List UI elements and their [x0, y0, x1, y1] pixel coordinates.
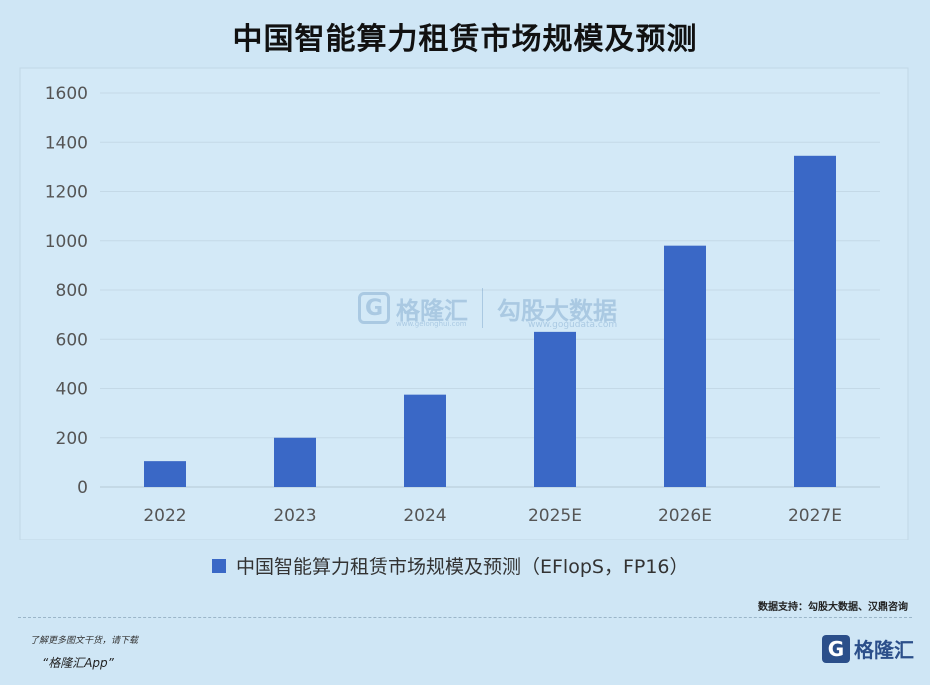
bar-2022 [144, 461, 186, 487]
bar-2027E [794, 155, 836, 487]
divider [18, 617, 912, 618]
x-tick-label: 2027E [788, 506, 842, 526]
y-tick-label: 200 [56, 429, 88, 449]
x-tick-label: 2023 [273, 506, 316, 526]
y-tick-label: 600 [56, 330, 88, 350]
y-tick-label: 1600 [45, 84, 88, 104]
x-tick-label: 2025E [528, 506, 582, 526]
bar-2024 [404, 394, 446, 487]
watermark: G 格隆汇 勾股大数据 www.gelonghui.com www.goguda… [358, 288, 618, 330]
bar-2026E [664, 245, 706, 487]
legend-swatch [212, 558, 226, 573]
footer-logo-text: 格隆汇 [854, 638, 914, 662]
y-tick-label: 1200 [45, 183, 88, 203]
x-tick-label: 2022 [143, 506, 186, 526]
footer-hint: 了解更多图文干货，请下载 [30, 636, 139, 646]
watermark-second-url: www.gogudata.com [528, 320, 618, 330]
chart: 0 200 400 600 800 1000 1200 1400 1600 2022 2023 20… [19, 67, 909, 540]
footer-logo-icon: G [822, 634, 850, 663]
watermark-separator [482, 288, 483, 328]
watermark-brand: 格隆汇 [396, 296, 468, 325]
footer-app-name: “格隆汇App” [42, 656, 114, 670]
watermark-second-brand: 勾股大数据 [497, 296, 617, 325]
y-tick-label: 1000 [45, 232, 88, 252]
y-tick-label: 0 [77, 478, 88, 498]
legend: 中国智能算力租赁市场规模及预测（EFlopS，FP16） [212, 552, 689, 579]
bar-2025E [534, 331, 576, 487]
source-note: 数据支持：勾股大数据、汉鼎咨询 [758, 602, 908, 613]
page-title: 中国智能算力租赁市场规模及预测 [232, 22, 698, 57]
watermark-logo-icon: G [358, 292, 390, 324]
watermark-brand-url: www.gelonghui.com [396, 320, 467, 328]
y-tick-label: 1400 [45, 133, 88, 153]
footer-logo: G 格隆汇 [822, 634, 914, 663]
x-tick-label: 2026E [658, 506, 712, 526]
legend-label: 中国智能算力租赁市场规模及预测（EFlopS，FP16） [236, 556, 689, 578]
y-tick-label: 800 [56, 281, 88, 301]
bar-2023 [274, 437, 316, 487]
y-tick-label: 400 [56, 380, 88, 400]
x-tick-label: 2024 [403, 506, 446, 526]
